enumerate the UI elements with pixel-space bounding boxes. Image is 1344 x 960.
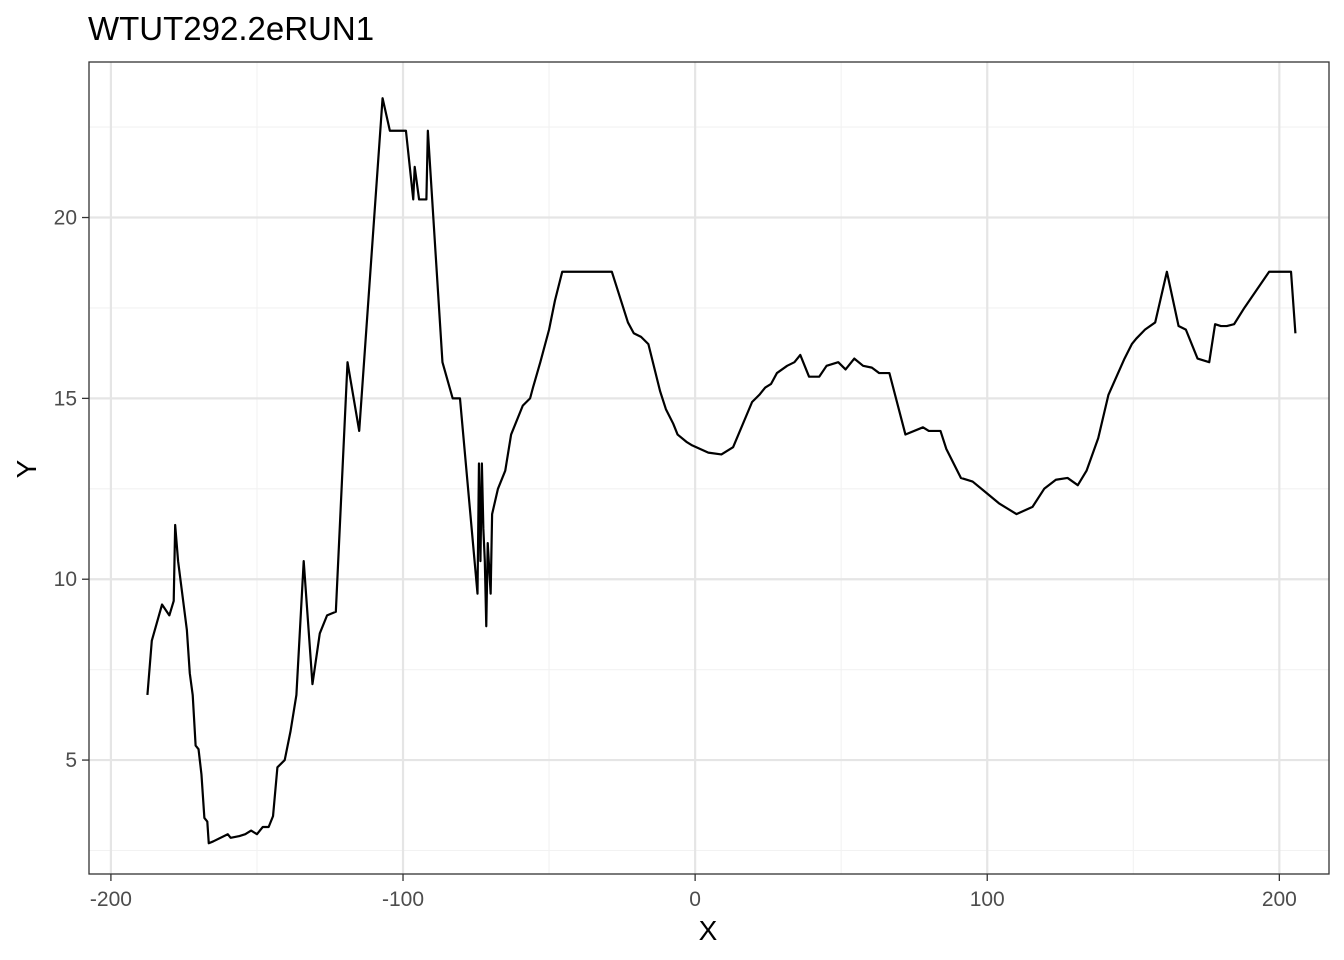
y-axis: 5 10 15 20 [54, 207, 89, 772]
x-axis: -200 -100 0 100 200 [90, 874, 1297, 911]
y-tick-label: 20 [54, 207, 77, 230]
x-tick-label: 0 [689, 888, 701, 911]
y-tick-label: 10 [54, 568, 77, 591]
y-tick-label: 15 [54, 387, 77, 410]
x-tick-label: -200 [90, 888, 132, 911]
series-line-1 [146, 97, 1297, 845]
series-layer [146, 97, 1297, 845]
x-tick-label: 200 [1262, 888, 1297, 911]
panel-background [89, 62, 1329, 874]
x-tick-label: -100 [382, 888, 424, 911]
y-axis-title: Y [11, 459, 42, 478]
x-axis-title: X [699, 915, 718, 946]
x-tick-label: 100 [970, 888, 1005, 911]
grid [89, 62, 1329, 874]
chart-title: WTUT292.2eRUN1 [88, 10, 374, 47]
panel-border [88, 61, 1330, 875]
y-tick-label: 5 [65, 749, 77, 772]
